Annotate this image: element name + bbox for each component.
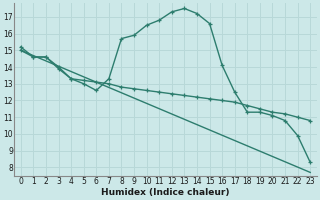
X-axis label: Humidex (Indice chaleur): Humidex (Indice chaleur) [101,188,230,197]
